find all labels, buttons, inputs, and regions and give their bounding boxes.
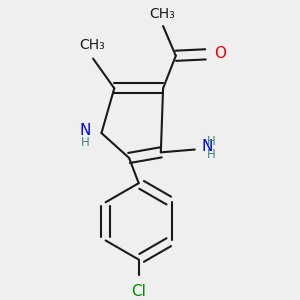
Text: N: N	[201, 139, 212, 154]
Text: H: H	[81, 136, 89, 149]
Text: CH₃: CH₃	[79, 38, 104, 52]
Text: N: N	[79, 123, 91, 138]
Text: Cl: Cl	[131, 284, 146, 299]
Text: H: H	[207, 148, 216, 161]
Text: CH₃: CH₃	[149, 7, 175, 21]
Text: H: H	[207, 134, 216, 148]
Text: O: O	[214, 46, 226, 61]
